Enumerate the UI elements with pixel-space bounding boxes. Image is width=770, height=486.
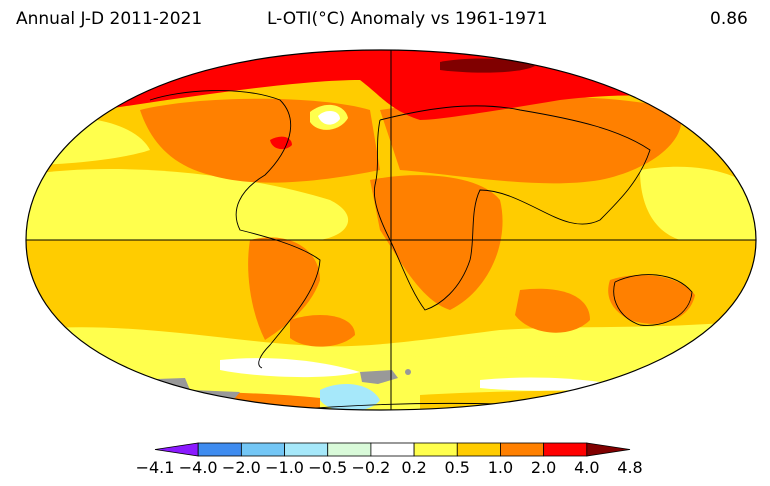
antarctic-cool: [320, 384, 380, 410]
legend-tick-label: −0.2: [351, 458, 391, 477]
legend-bin-6: [413, 442, 458, 457]
legend-tick-label: −1.0: [265, 458, 304, 477]
missing-data-region-2: [360, 370, 398, 384]
afro-eurasia-coast: [373, 105, 651, 311]
south-america-warm: [248, 237, 320, 340]
southern-ocean-white: [220, 358, 360, 378]
indian-ocean-warm: [515, 288, 590, 333]
legend-bin-2: [240, 442, 285, 457]
global-mean-value: 0.86: [710, 9, 748, 29]
legend-bin-10: [586, 442, 631, 457]
siberia-extreme: [440, 58, 535, 73]
arctic-hot: [26, 50, 756, 120]
legend-bin-3: [284, 442, 329, 457]
legend-bin-7: [456, 442, 501, 457]
legend-bin-1: [197, 442, 242, 457]
australia-warm: [608, 275, 695, 324]
legend-tick-label: 0.2: [401, 458, 427, 477]
eurasia-warm: [380, 96, 682, 184]
australia-coast: [613, 274, 693, 326]
legend-tick-label: −4.0: [178, 458, 218, 477]
legend-bin-9: [543, 442, 588, 457]
legend-tick-label: 4.8: [617, 458, 643, 477]
americas-coast: [149, 90, 321, 369]
legend-tick-label: 1.0: [487, 458, 514, 477]
title-period: Annual J-D 2011-2021: [16, 9, 203, 29]
legend-bin-5: [370, 442, 415, 457]
legend-tick-label: 0.5: [444, 458, 470, 477]
south-atlantic-warm: [290, 315, 355, 347]
legend-tick-label: −2.0: [221, 458, 261, 477]
legend-bin-8: [500, 442, 545, 457]
legend-tick-label: 4.0: [574, 458, 600, 477]
legend-tick-label: −4.1: [135, 458, 175, 477]
pale-band-southern: [26, 320, 756, 360]
map-outline: [25, 49, 757, 411]
north-atlantic-cool: [318, 110, 340, 125]
legend-bin-0: [154, 442, 199, 457]
africa-warm: [370, 175, 503, 310]
pale-band-pacific-east: [640, 166, 756, 240]
legend-bins: [154, 442, 631, 457]
legend-bin-4: [327, 442, 372, 457]
pale-band-tropics-west: [26, 169, 349, 240]
missing-data-spot: [405, 369, 411, 375]
legend-tick-label: 2.0: [530, 458, 557, 477]
legend-tick-label: −0.5: [308, 458, 348, 477]
title-anomaly: L-OTI(°C) Anomaly vs 1961-1971: [267, 9, 548, 29]
hudson-hot: [270, 136, 292, 150]
